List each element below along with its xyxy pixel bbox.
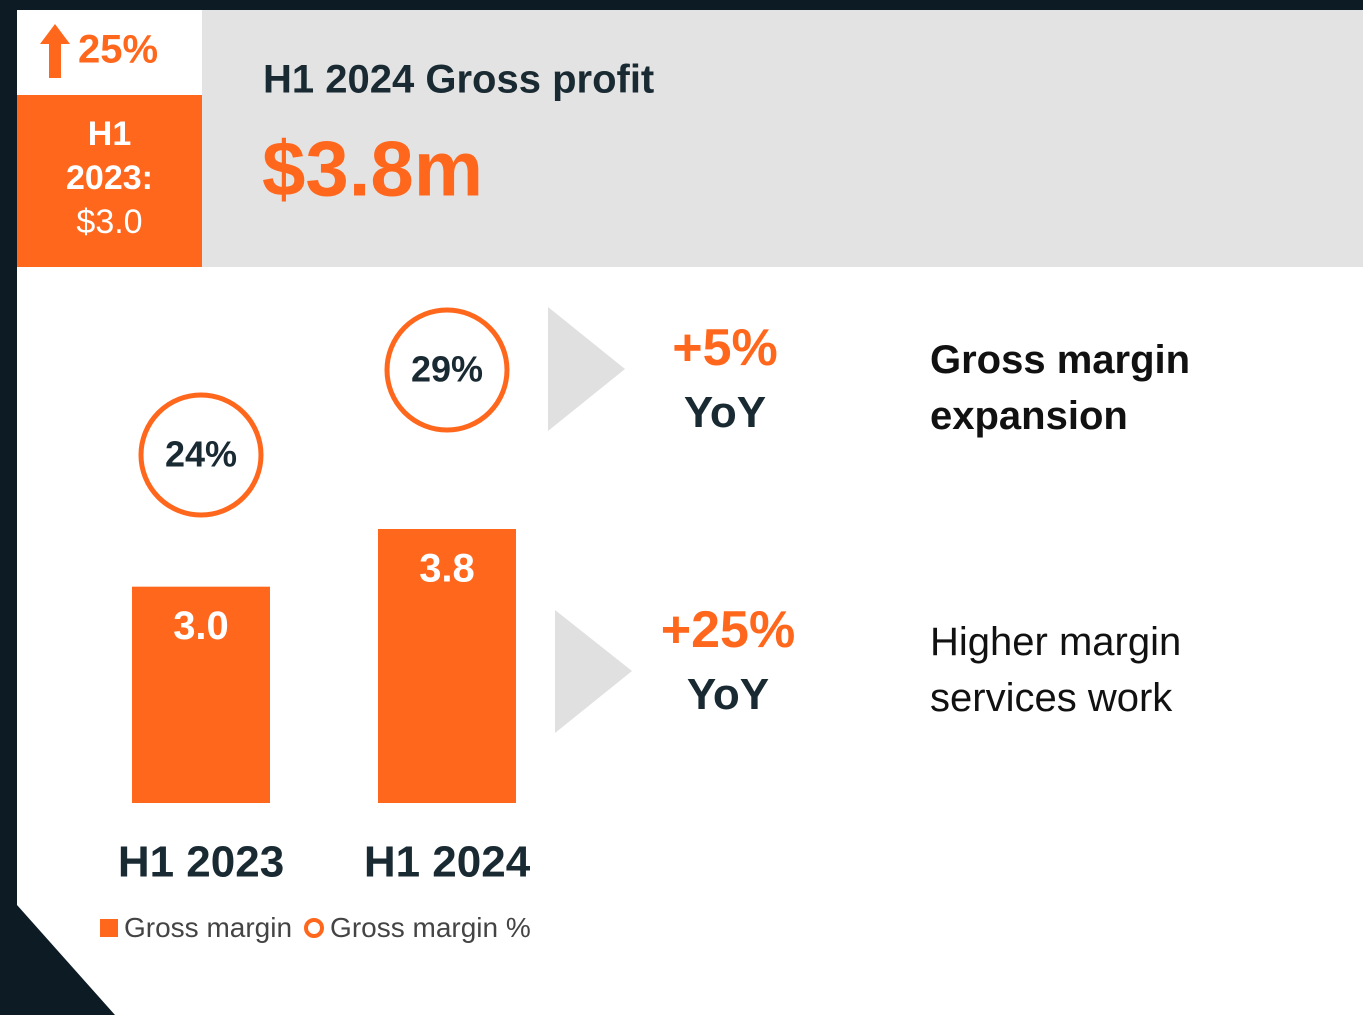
arrow-shape [548, 307, 625, 431]
legend-swatch [100, 919, 118, 937]
callout-unit: YoY [686, 670, 770, 719]
badge-label: H1 2023: [66, 115, 153, 197]
header-title: H1 2024 Gross profit [263, 58, 654, 102]
header-band [202, 10, 1363, 267]
legend-label: Gross margin [124, 912, 293, 943]
bar [132, 586, 270, 803]
up-arrow [40, 24, 70, 78]
callout-text: Gross margin expansion [930, 338, 1191, 438]
callout-unit: YoY [683, 388, 767, 437]
badge-change: 25% [78, 28, 158, 72]
bar-label: 3.0 [173, 604, 229, 648]
badge-box [17, 95, 202, 267]
legend-label: Gross margin % [330, 912, 531, 943]
callout-text: Higher margin services work [930, 620, 1182, 720]
circle-label: 29% [411, 349, 483, 390]
callout-change: +25% [660, 601, 796, 659]
circle-label: 24% [165, 434, 237, 475]
x-tick-label: H1 2024 [364, 838, 531, 887]
legend: Gross margin Gross margin % [100, 912, 531, 944]
arrow-shape [555, 610, 632, 733]
bar-label: 3.8 [419, 547, 475, 591]
margin-circle [384, 307, 510, 433]
callout-change: +5% [672, 319, 778, 377]
badge-text: H1 2023: $3.0 [17, 112, 202, 244]
header-value: $3.8m [262, 125, 483, 213]
margin-circle [138, 392, 264, 518]
legend-swatch [304, 918, 325, 938]
badge-value: $3.0 [76, 203, 143, 241]
x-tick-label: H1 2023 [118, 838, 284, 887]
bar [378, 529, 516, 803]
